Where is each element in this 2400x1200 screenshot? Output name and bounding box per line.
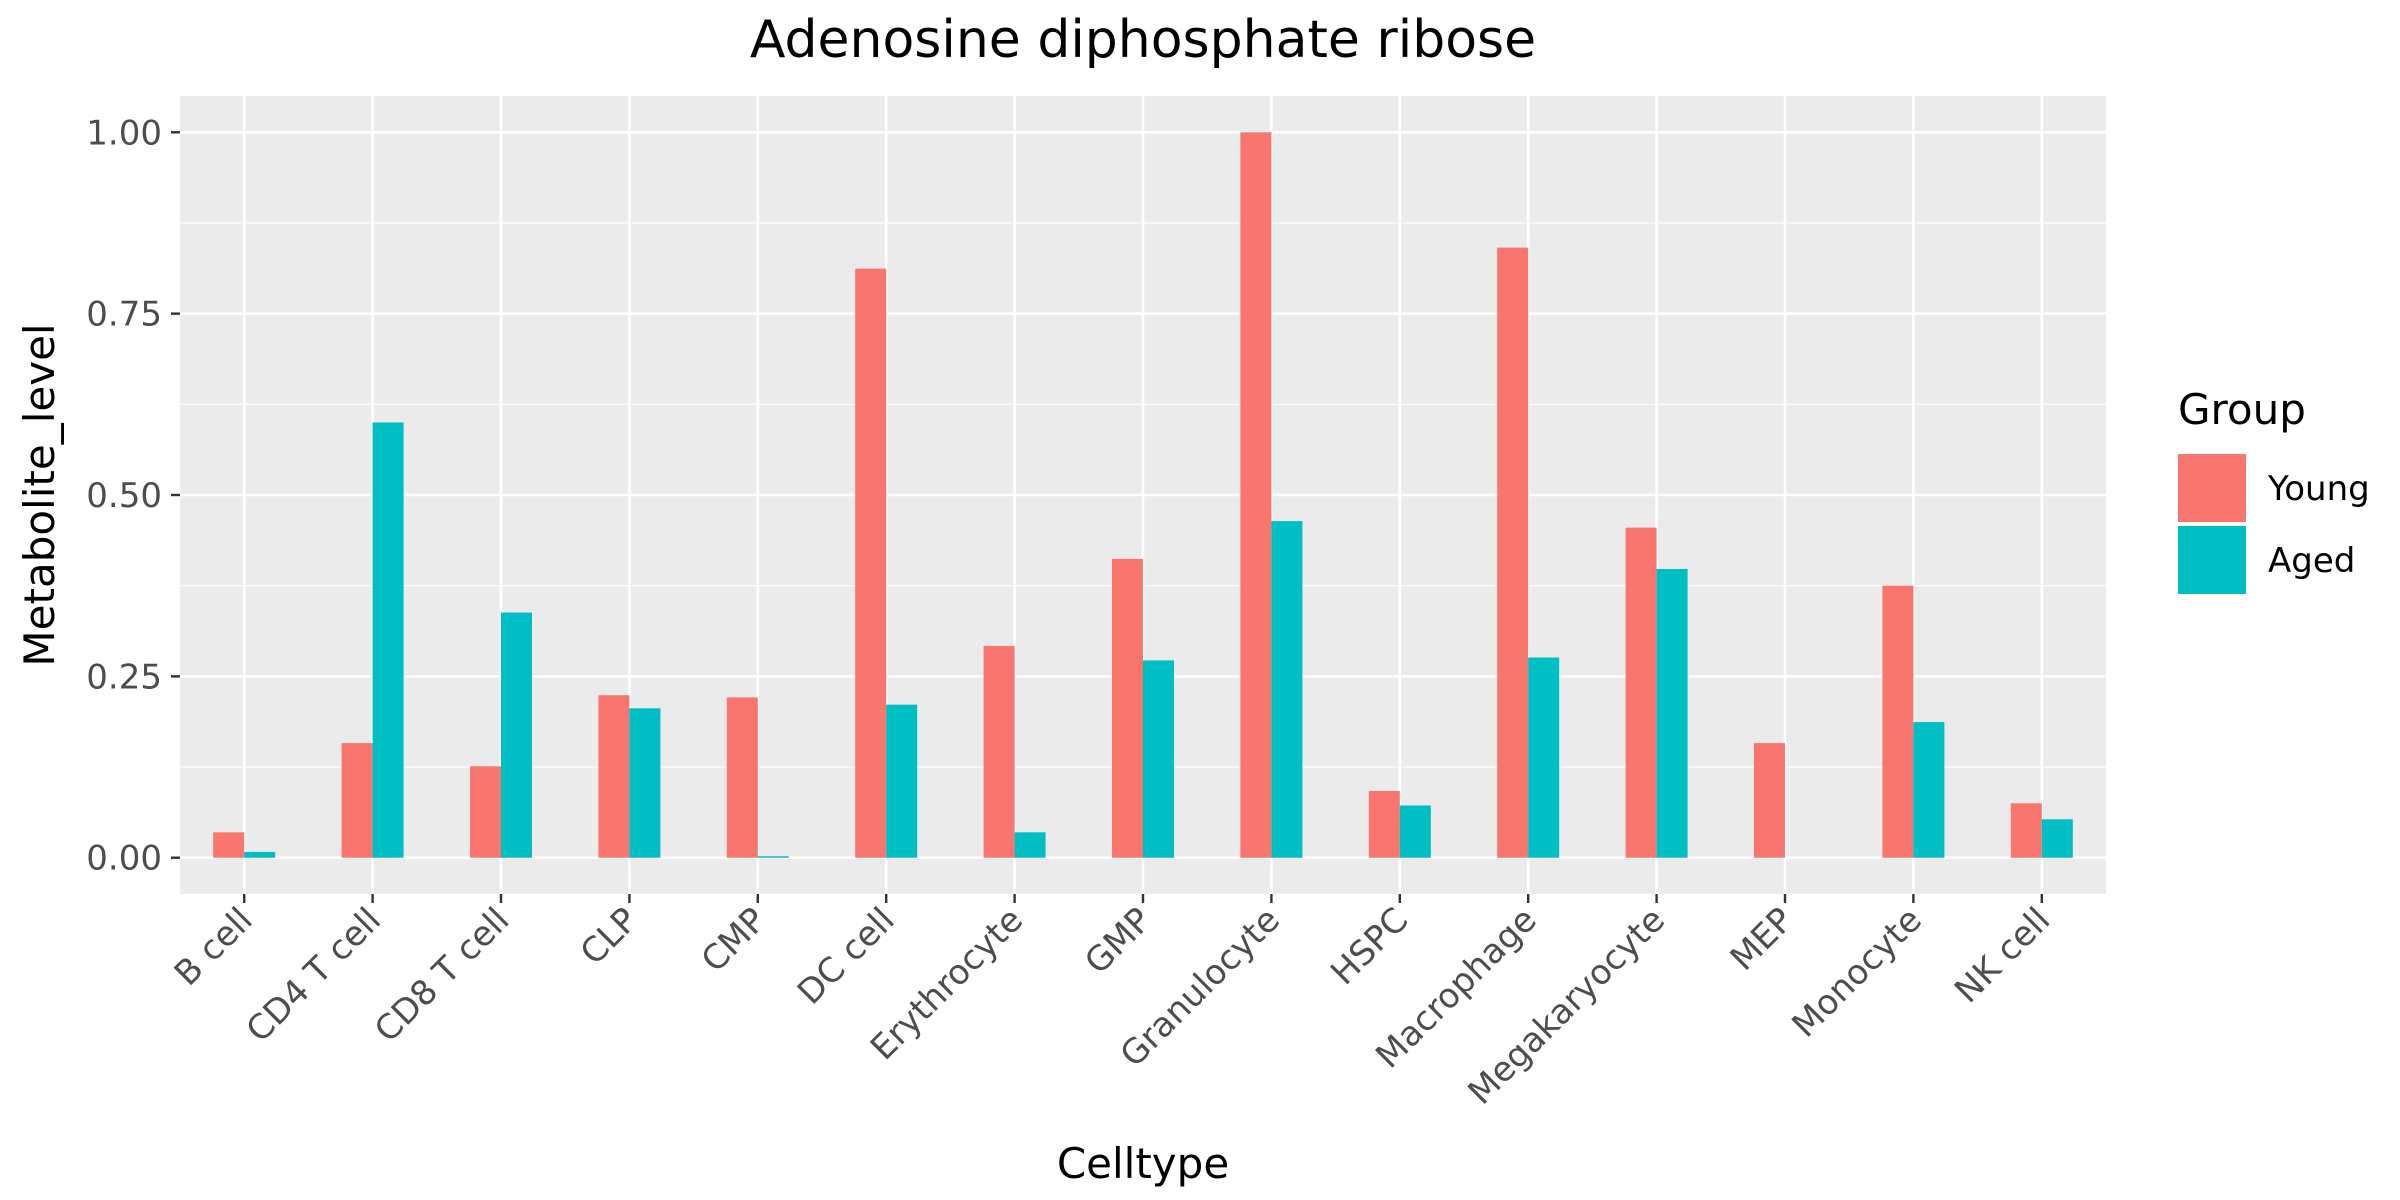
y-tick-label: 0.25 xyxy=(86,657,162,697)
bar-aged xyxy=(1014,832,1046,858)
bar-aged xyxy=(629,708,661,858)
bar-aged xyxy=(1528,657,1560,858)
bar-young xyxy=(598,695,630,858)
x-tick-label: CMP xyxy=(694,900,774,980)
bar-young xyxy=(213,832,245,858)
bar-young xyxy=(726,697,758,858)
x-tick-label: CD8 T cell xyxy=(367,900,517,1050)
bar-young xyxy=(983,645,1015,858)
bar-young xyxy=(341,743,373,858)
bar-aged xyxy=(501,612,532,858)
bar-young xyxy=(1625,527,1657,858)
x-tick-label: B cell xyxy=(167,900,261,994)
y-tick-label: 0.00 xyxy=(86,839,162,879)
bar-young xyxy=(470,766,501,858)
bar-aged xyxy=(1656,568,1688,858)
bar-young xyxy=(2010,803,2042,858)
bar-aged xyxy=(1143,660,1174,858)
x-tick-label: CD4 T cell xyxy=(239,900,389,1050)
x-tick-label: HSPC xyxy=(1323,900,1416,993)
bar-young xyxy=(1240,132,1272,858)
y-tick-label: 0.75 xyxy=(86,295,162,335)
bar-young xyxy=(1497,247,1529,858)
x-tick-label: GMP xyxy=(1077,900,1159,982)
x-tick-label: MEP xyxy=(1723,900,1802,979)
bar-aged xyxy=(886,704,918,858)
x-axis-label: Celltype xyxy=(1057,1139,1229,1188)
bar-young xyxy=(1368,790,1400,858)
bar-young xyxy=(855,268,887,858)
x-tick-label: NK cell xyxy=(1947,900,2058,1011)
y-axis: 0.00 0.25 0.50 0.75 1.00 xyxy=(86,113,180,879)
y-axis-label: Metabolite_level xyxy=(15,323,64,666)
x-tick-label: Monocyte xyxy=(1784,900,1929,1045)
x-tick-label: CLP xyxy=(573,900,646,973)
bar-aged xyxy=(1271,521,1303,858)
bar-young xyxy=(1754,743,1785,858)
bar-young xyxy=(1882,585,1914,858)
legend: Group Young Aged xyxy=(2178,385,2370,594)
chart-title: Adenosine diphosphate ribose xyxy=(750,10,1536,70)
bar-aged xyxy=(1399,805,1431,858)
bar-aged xyxy=(372,422,404,858)
y-tick-label: 1.00 xyxy=(86,113,162,153)
legend-label: Young xyxy=(2267,469,2370,509)
legend-title: Group xyxy=(2178,385,2306,434)
legend-key-young xyxy=(2178,454,2246,522)
legend-key-aged xyxy=(2178,526,2246,594)
bar-young xyxy=(1112,558,1143,858)
x-tick-label: DC cell xyxy=(790,900,903,1013)
legend-label: Aged xyxy=(2268,541,2355,581)
bar-aged xyxy=(1913,722,1945,858)
bars xyxy=(213,132,2073,858)
bar-aged xyxy=(2041,819,2073,858)
y-tick-label: 0.50 xyxy=(86,476,162,516)
bar-aged xyxy=(244,851,276,858)
bar-aged xyxy=(757,856,789,858)
